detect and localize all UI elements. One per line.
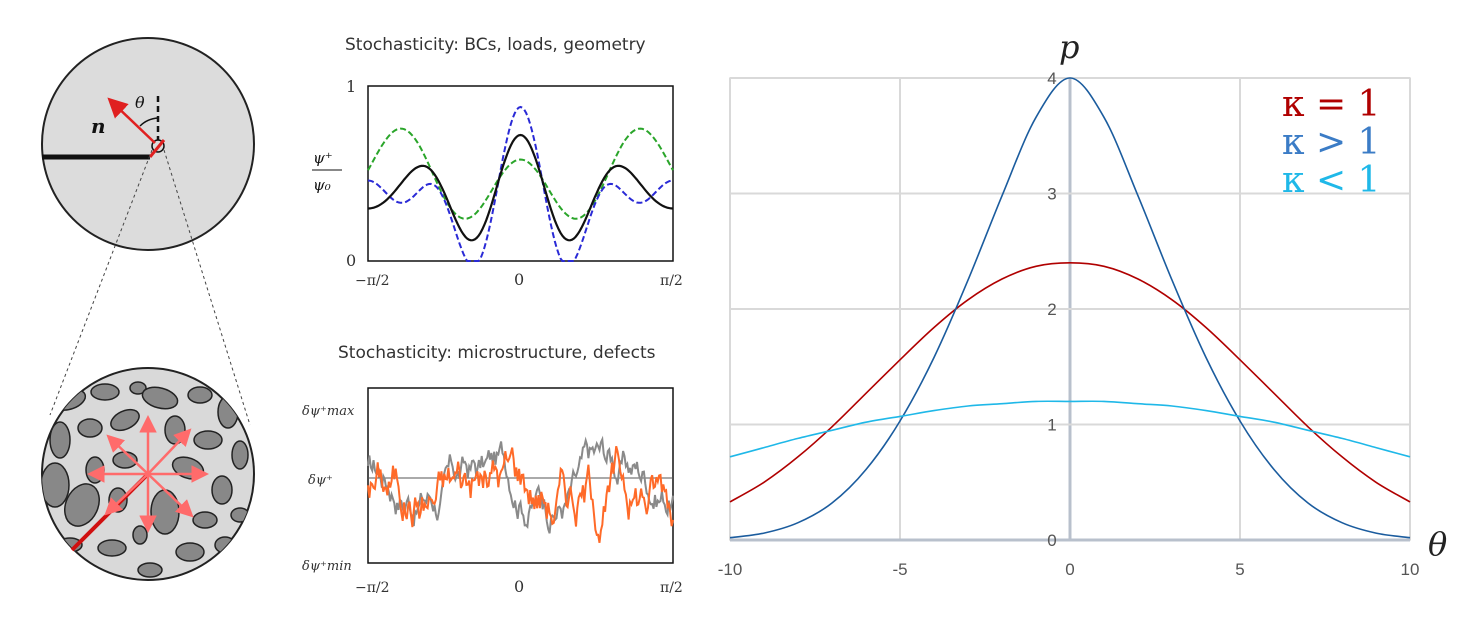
top-xtick-left: −π/2 [355,273,390,289]
top-plot-frame [367,85,674,262]
top-curve-green [367,127,674,220]
specimen-disk [41,37,255,251]
y-tick-label: 4 [1047,69,1056,88]
top-curve-blue [367,105,674,262]
top-curve-black [367,133,674,242]
chart-xlabel: θ [1428,525,1447,563]
top-plot-title: Stochasticity: BCs, loads, geometry [345,35,646,55]
zoom-line-right [163,149,251,426]
bottom-plot-title: Stochasticity: microstructure, defects [338,343,656,363]
angle-arc [139,117,159,127]
legend-kappa-lt-1: κ < 1 [1282,160,1380,201]
normal-vector-arrow [107,97,156,144]
stress-arrows [87,415,209,533]
angle-label: θ [135,93,145,112]
bottom-ytick-mid: δψ⁺ [308,473,333,488]
x-tick-label: 5 [1235,560,1244,579]
top-plot: Stochasticity: BCs, loads, geometry 1 0 … [312,35,683,289]
x-tick-label: 0 [1065,560,1074,579]
chart-series [729,77,1411,539]
top-ytick-1: 1 [346,77,356,96]
y-tick-label: 1 [1047,416,1056,435]
top-xtick-right: π/2 [660,273,683,289]
top-xtick-mid: 0 [514,270,524,289]
bottom-xtick-mid: 0 [514,577,524,596]
bottom-ytick-max: δψ⁺max [302,404,355,419]
y-tick-label: 0 [1047,531,1056,550]
bottom-curve-orange [367,445,674,543]
chart-grid [729,77,1411,542]
top-ylabel-num: ψ⁺ [313,149,333,167]
distribution-chart: -10 -5 0 5 10 0 1 2 3 4 p θ κ = 1 κ > 1 κ < 1 [718,28,1448,579]
series-line-0 [729,261,1411,503]
x-tick-label: 10 [1401,560,1420,579]
y-tick-label: 2 [1047,300,1056,319]
bottom-xtick-right: π/2 [660,580,683,596]
y-tick-label: 3 [1047,185,1056,204]
series-line-2 [729,400,1411,458]
legend-kappa-gt-1: κ > 1 [1282,122,1380,163]
x-tick-label: -5 [892,560,907,579]
inclined-crack [148,139,166,158]
normal-label: n [91,114,106,138]
top-ylabel-den: ψ₀ [313,176,331,194]
bottom-xtick-left: −π/2 [355,580,390,596]
x-tick-label: -10 [718,560,743,579]
crack-tip-circle [151,139,165,153]
zoom-line-left [49,149,153,416]
bottom-plot-frame [367,387,674,564]
bottom-ytick-min: δψ⁺min [302,559,352,574]
chart-ylabel: p [1059,28,1079,66]
legend-kappa-eq-1: κ = 1 [1282,84,1380,125]
specimen-diagram: n θ [41,37,255,581]
chart-tick-labels: -10 -5 0 5 10 0 1 2 3 4 [718,69,1420,579]
bottom-plot: Stochasticity: microstructure, defects δ… [302,343,683,596]
top-ytick-0: 0 [346,251,356,270]
series-line-1 [729,77,1411,539]
